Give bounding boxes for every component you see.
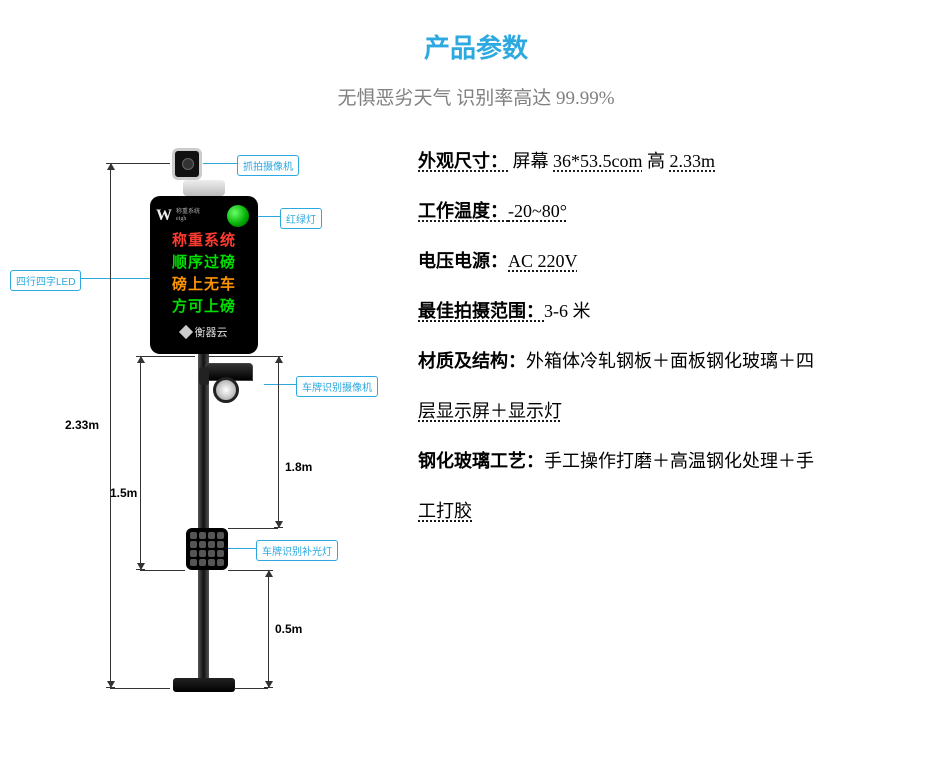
dim-label-1-8: 1.8m xyxy=(285,460,312,474)
main-content: W 称重系统 eigh 称重系统 顺序过磅 磅上无车 方可上磅 衡器云 xyxy=(0,138,952,738)
page-title: 产品参数 xyxy=(0,28,952,65)
spec-temp: 工作温度：-20~80° xyxy=(418,187,938,235)
dim-tick-total-top xyxy=(110,163,170,164)
callout-line-light xyxy=(258,216,280,217)
dim-tick-15-bot xyxy=(140,570,185,571)
traffic-light-icon xyxy=(227,205,249,227)
dim-line-1-8 xyxy=(278,356,279,528)
brand-diamond-icon xyxy=(178,325,192,339)
spec-range: 最佳拍摄范围：3-6 米 xyxy=(418,287,938,335)
pole-base xyxy=(173,678,235,692)
callout-lpr-camera: 车牌识别摄像机 xyxy=(296,376,378,397)
spec-glass: 钢化玻璃工艺：手工操作打磨＋高温钢化处理＋手 xyxy=(418,437,938,485)
dim-line-0-5 xyxy=(268,570,269,688)
spec-size: 外观尺寸： 屏幕 36*53.5com 高 2.33m xyxy=(418,137,938,185)
snapshot-camera xyxy=(172,148,202,180)
dim-tick-05-bot xyxy=(234,688,268,689)
page-subtitle: 无惧恶劣天气 识别率高达 99.99% xyxy=(0,83,952,110)
dim-tick-total-bot xyxy=(110,688,170,689)
dim-tick-15-top xyxy=(140,356,195,357)
dim-line-1-5 xyxy=(140,356,141,570)
led-line-3: 磅上无车 xyxy=(156,274,252,296)
led-display-box: W 称重系统 eigh 称重系统 顺序过磅 磅上无车 方可上磅 衡器云 xyxy=(150,196,258,354)
camera-bracket xyxy=(183,180,225,196)
dim-label-0-5: 0.5m xyxy=(275,622,302,636)
led-line-1: 称重系统 xyxy=(156,230,252,252)
spec-glass-cont: 工打胶 xyxy=(418,487,938,535)
callout-traffic-light: 红绿灯 xyxy=(280,208,322,229)
dim-label-1-5: 1.5m xyxy=(110,486,137,500)
callout-line-led xyxy=(78,278,150,279)
callout-line-camtop xyxy=(203,163,237,164)
callout-led-4x4: 四行四字LED xyxy=(10,270,81,291)
spec-material-cont: 层显示屏＋显示灯 xyxy=(418,387,938,435)
callout-line-fill xyxy=(228,548,256,549)
led-line-4: 方可上磅 xyxy=(156,296,252,318)
display-logo-sub: 称重系统 eigh xyxy=(176,209,200,223)
led-line-2: 顺序过磅 xyxy=(156,252,252,274)
dim-tick-05-top xyxy=(228,570,268,571)
lpr-camera xyxy=(205,363,265,407)
product-diagram: W 称重系统 eigh 称重系统 顺序过磅 磅上无车 方可上磅 衡器云 xyxy=(10,138,410,718)
brand-text: 衡器云 xyxy=(195,324,228,340)
dim-tick-18-bot xyxy=(228,528,278,529)
spec-list: 外观尺寸： 屏幕 36*53.5com 高 2.33m 工作温度：-20~80°… xyxy=(418,137,938,537)
dim-label-total: 2.33m xyxy=(65,418,99,432)
callout-fill-light: 车牌识别补光灯 xyxy=(256,540,338,561)
dim-tick-18-top xyxy=(207,356,278,357)
display-header: W 称重系统 eigh xyxy=(156,202,252,230)
display-brand: 衡器云 xyxy=(156,324,252,340)
dim-line-total xyxy=(110,163,111,688)
spec-material: 材质及结构：外箱体冷轧钢板＋面板钢化玻璃＋四 xyxy=(418,337,938,385)
callout-line-lpr xyxy=(264,384,296,385)
spec-power: 电压电源：AC 220V xyxy=(418,237,938,285)
callout-snapshot-camera: 抓拍摄像机 xyxy=(237,155,299,176)
display-logo-letter: W xyxy=(156,207,172,225)
fill-light xyxy=(186,528,228,570)
